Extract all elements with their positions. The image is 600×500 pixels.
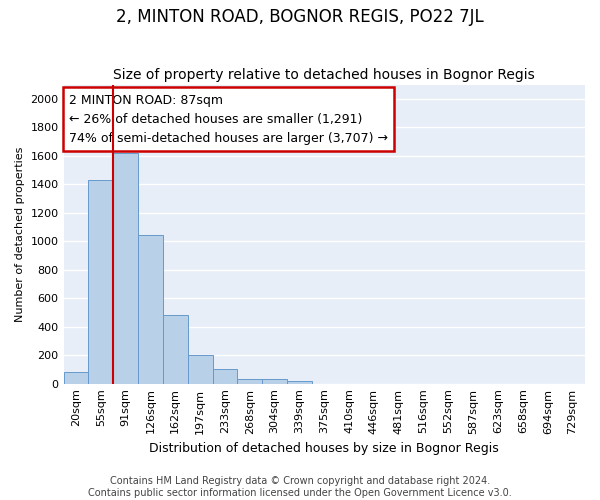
Bar: [262, 380, 287, 384]
Bar: [212, 370, 238, 384]
Bar: [163, 316, 188, 384]
Y-axis label: Number of detached properties: Number of detached properties: [15, 146, 25, 322]
Bar: [64, 372, 88, 384]
Bar: [238, 378, 262, 384]
Text: 2, MINTON ROAD, BOGNOR REGIS, PO22 7JL: 2, MINTON ROAD, BOGNOR REGIS, PO22 7JL: [116, 8, 484, 26]
Text: 2 MINTON ROAD: 87sqm
← 26% of detached houses are smaller (1,291)
74% of semi-de: 2 MINTON ROAD: 87sqm ← 26% of detached h…: [69, 94, 388, 144]
X-axis label: Distribution of detached houses by size in Bognor Regis: Distribution of detached houses by size …: [149, 442, 499, 455]
Bar: [113, 153, 138, 384]
Title: Size of property relative to detached houses in Bognor Regis: Size of property relative to detached ho…: [113, 68, 535, 82]
Bar: [138, 235, 163, 384]
Bar: [188, 355, 212, 384]
Text: Contains HM Land Registry data © Crown copyright and database right 2024.
Contai: Contains HM Land Registry data © Crown c…: [88, 476, 512, 498]
Bar: [287, 381, 312, 384]
Bar: [88, 180, 113, 384]
